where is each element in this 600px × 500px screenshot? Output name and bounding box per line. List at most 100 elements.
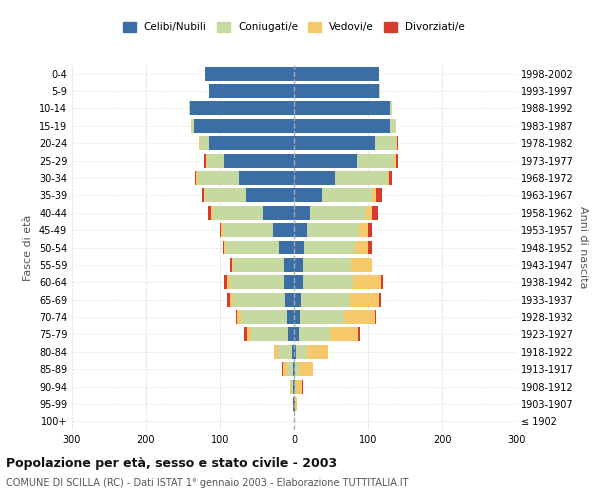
Bar bbox=[294, 66, 379, 80]
Bar bbox=[396, 136, 397, 150]
Bar bbox=[351, 258, 372, 272]
Bar bbox=[205, 66, 294, 80]
Bar bbox=[390, 119, 396, 133]
Bar bbox=[390, 102, 392, 116]
Bar bbox=[379, 84, 380, 98]
Bar bbox=[372, 258, 373, 272]
Legend: Celibi/Nubili, Coniugati/e, Vedovi/e, Divorziati/e: Celibi/Nubili, Coniugati/e, Vedovi/e, Di… bbox=[120, 19, 468, 36]
Bar bbox=[294, 84, 379, 98]
Bar bbox=[282, 362, 283, 376]
Bar bbox=[288, 328, 294, 342]
Bar bbox=[357, 154, 394, 168]
Bar bbox=[209, 136, 294, 150]
Bar bbox=[274, 345, 278, 358]
Bar bbox=[358, 328, 360, 342]
Bar bbox=[379, 292, 380, 306]
Y-axis label: Fasce di età: Fasce di età bbox=[23, 214, 33, 280]
Bar bbox=[382, 276, 383, 289]
Bar bbox=[386, 171, 389, 185]
Bar bbox=[244, 328, 247, 342]
Bar bbox=[221, 223, 223, 237]
Bar bbox=[190, 102, 294, 116]
Text: COMUNE DI SCILLA (RC) - Dati ISTAT 1° gennaio 2003 - Elaborazione TUTTITALIA.IT: COMUNE DI SCILLA (RC) - Dati ISTAT 1° ge… bbox=[6, 478, 409, 488]
Bar bbox=[344, 310, 376, 324]
Bar bbox=[224, 154, 294, 168]
Bar bbox=[294, 154, 357, 168]
Bar bbox=[211, 206, 212, 220]
Bar bbox=[355, 240, 368, 254]
Bar bbox=[273, 223, 294, 237]
Bar bbox=[296, 380, 302, 394]
Bar bbox=[284, 276, 294, 289]
Bar bbox=[220, 223, 221, 237]
Bar bbox=[246, 188, 294, 202]
Bar bbox=[233, 292, 285, 306]
Y-axis label: Anni di nascita: Anni di nascita bbox=[578, 206, 587, 289]
Bar bbox=[373, 188, 376, 202]
Bar bbox=[191, 119, 194, 133]
Bar bbox=[251, 328, 288, 342]
Bar bbox=[307, 223, 359, 237]
Bar bbox=[397, 136, 398, 150]
Bar bbox=[208, 154, 224, 168]
Bar bbox=[283, 362, 287, 376]
Bar bbox=[294, 258, 303, 272]
Bar bbox=[293, 397, 294, 411]
Bar bbox=[226, 240, 279, 254]
Bar bbox=[236, 310, 237, 324]
Bar bbox=[292, 345, 294, 358]
Bar bbox=[330, 328, 358, 342]
Bar bbox=[287, 362, 293, 376]
Bar bbox=[263, 206, 294, 220]
Bar bbox=[285, 292, 294, 306]
Bar bbox=[353, 276, 382, 289]
Bar bbox=[310, 206, 366, 220]
Bar bbox=[294, 223, 307, 237]
Bar bbox=[198, 171, 239, 185]
Bar bbox=[223, 223, 273, 237]
Bar bbox=[287, 310, 294, 324]
Bar bbox=[335, 171, 386, 185]
Bar bbox=[294, 276, 303, 289]
Bar bbox=[227, 276, 230, 289]
Bar bbox=[224, 240, 226, 254]
Bar bbox=[366, 206, 372, 220]
Bar bbox=[196, 171, 198, 185]
Bar bbox=[368, 240, 372, 254]
Bar bbox=[368, 223, 372, 237]
Bar bbox=[189, 102, 190, 116]
Bar bbox=[206, 154, 208, 168]
Text: Popolazione per età, sesso e stato civile - 2003: Popolazione per età, sesso e stato civil… bbox=[6, 458, 337, 470]
Bar bbox=[294, 397, 295, 411]
Bar bbox=[291, 380, 293, 394]
Bar bbox=[202, 188, 204, 202]
Bar bbox=[279, 240, 294, 254]
Bar bbox=[232, 258, 233, 272]
Bar bbox=[303, 258, 351, 272]
Bar bbox=[322, 188, 373, 202]
Bar bbox=[294, 362, 295, 376]
Bar bbox=[233, 258, 284, 272]
Bar bbox=[205, 188, 246, 202]
Bar bbox=[204, 154, 206, 168]
Bar bbox=[303, 276, 353, 289]
Bar bbox=[376, 188, 382, 202]
Bar bbox=[278, 345, 292, 358]
Bar bbox=[294, 328, 299, 342]
Bar bbox=[194, 119, 294, 133]
Bar bbox=[396, 154, 398, 168]
Bar bbox=[294, 171, 335, 185]
Bar bbox=[223, 240, 224, 254]
Bar bbox=[195, 171, 196, 185]
Bar bbox=[296, 345, 307, 358]
Bar bbox=[299, 362, 313, 376]
Bar bbox=[293, 380, 294, 394]
Bar bbox=[239, 171, 294, 185]
Bar bbox=[294, 102, 390, 116]
Bar bbox=[307, 345, 328, 358]
Bar bbox=[295, 362, 299, 376]
Bar bbox=[372, 206, 377, 220]
Bar bbox=[208, 206, 211, 220]
Bar bbox=[284, 258, 294, 272]
Bar bbox=[224, 276, 227, 289]
